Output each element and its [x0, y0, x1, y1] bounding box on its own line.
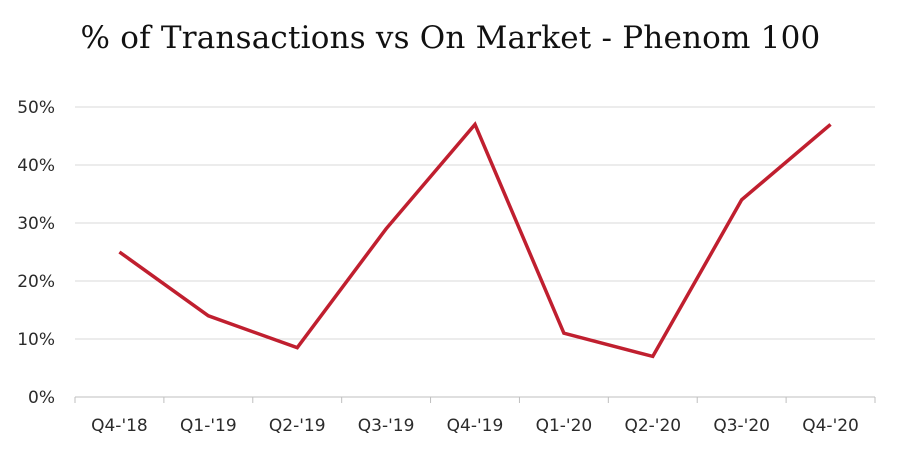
y-tick-label: 10%	[17, 330, 55, 350]
x-tick-label: Q3-'20	[713, 416, 770, 436]
x-tick-label: Q1-'20	[536, 416, 593, 436]
x-tick-label: Q4-'20	[802, 416, 859, 436]
x-tick-label: Q1-'19	[180, 416, 237, 436]
y-tick-label: 40%	[17, 156, 55, 176]
x-tick-label: Q2-'20	[624, 416, 681, 436]
y-tick-label: 30%	[17, 214, 55, 234]
x-tick-label: Q4-'19	[447, 416, 504, 436]
y-tick-label: 20%	[17, 272, 55, 292]
y-tick-label: 50%	[17, 98, 55, 118]
series-line	[118, 121, 832, 359]
chart-title: % of Transactions vs On Market - Phenom …	[80, 20, 821, 56]
x-tick-label: Q3-'19	[358, 416, 415, 436]
y-tick-label: 0%	[28, 388, 55, 408]
x-tick-label: Q4-'18	[91, 416, 148, 436]
x-tick-label: Q2-'19	[269, 416, 326, 436]
